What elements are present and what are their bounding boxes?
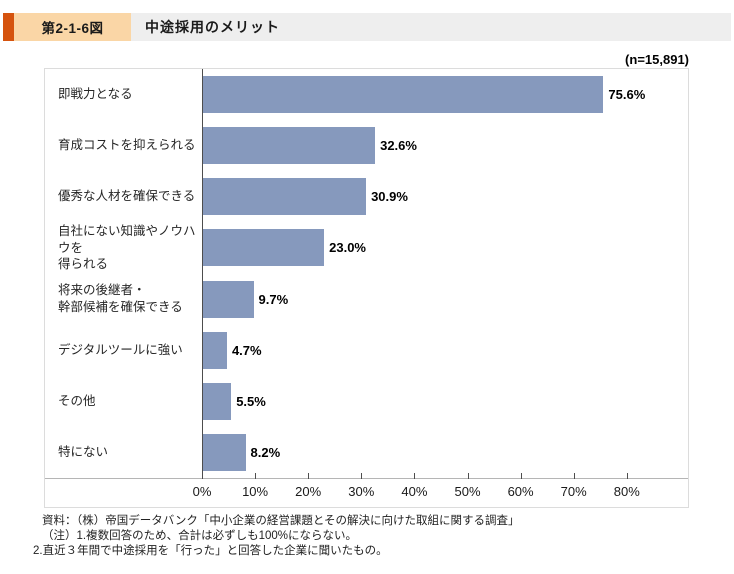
figure-title-strip: 中途採用のメリット (131, 13, 731, 41)
x-axis-tick-mark (467, 473, 469, 479)
category-label: その他 (58, 393, 96, 408)
x-axis-tick-mark (414, 473, 416, 479)
x-axis-tick-mark (573, 473, 575, 479)
category-axis-line (202, 69, 203, 478)
bar-zone: 9.7% (202, 274, 688, 325)
x-axis-tick-label: 20% (295, 484, 322, 499)
value-label: 8.2% (250, 444, 281, 460)
bar-row: その他 5.5% (45, 376, 688, 427)
bar-zone: 8.2% (202, 427, 688, 478)
bar-zone: 30.9% (202, 171, 688, 222)
header-accent-bar (3, 13, 14, 41)
bar (202, 433, 246, 471)
bar-zone: 32.6% (202, 120, 688, 171)
note-line-2: 2.直近３年間で中途採用を「行った」と回答した企業に聞いたもの。 (33, 545, 388, 557)
bar-row: 即戦力となる 75.6% (45, 69, 688, 120)
source-note: 資料：（株）帝国データバンク「中小企業の経営課題とその解決に向けた取組に関する調… (42, 515, 520, 527)
x-axis-tick-label: 70% (560, 484, 587, 499)
bar-row: 自社にない知識やノウハウを 得られる 23.0% (45, 222, 688, 273)
bar-row: 育成コストを抑えられる 32.6% (45, 120, 688, 171)
value-label: 30.9% (371, 189, 408, 205)
bar-row: デジタルツールに強い 4.7% (45, 325, 688, 376)
figure-title: 中途採用のメリット (145, 19, 280, 35)
category-label: 自社にない知識やノウハウを 得られる (58, 223, 196, 272)
x-axis-tick-mark (255, 473, 257, 479)
bar-rows: 即戦力となる 75.6% 育成コストを抑えられる 32.6% 優秀な人材を確保できる 30… (45, 69, 688, 478)
category-label: 優秀な人材を確保できる (58, 189, 196, 204)
category-label: 特にない (58, 445, 109, 459)
value-label: 5.5% (236, 393, 266, 409)
category-label: 育成コストを抑えられる (58, 138, 196, 153)
bar-chart: 即戦力となる 75.6% 育成コストを抑えられる 32.6% 優秀な人材を確保できる 30… (44, 68, 689, 508)
x-axis-tick-label: 50% (454, 484, 481, 499)
bar (202, 76, 604, 114)
x-axis-line (45, 478, 688, 479)
footnotes: 資料：（株）帝国データバンク「中小企業の経営課題とその解決に向けた取組に関する調… (33, 514, 519, 559)
value-label: 4.7% (231, 342, 262, 358)
bar (202, 229, 325, 267)
bar (202, 382, 232, 420)
x-axis-tick-mark (202, 473, 203, 479)
bar (202, 331, 227, 369)
bar (202, 178, 367, 216)
value-label: 32.6% (380, 138, 417, 154)
x-axis-tick-label: 0% (192, 484, 212, 499)
figure-number-badge: 第2-1-6図 (14, 13, 131, 41)
value-label: 75.6% (608, 87, 646, 103)
bar (202, 280, 254, 318)
x-axis-tick-mark (520, 473, 522, 479)
x-axis-tick-mark (626, 473, 628, 479)
x-axis-tick-label: 80% (613, 484, 640, 499)
x-axis-tick-mark (308, 473, 310, 479)
x-axis-tick-label: 40% (401, 484, 428, 499)
category-label: 即戦力となる (58, 87, 133, 102)
value-label: 9.7% (258, 291, 289, 307)
bar-row: 優秀な人材を確保できる 30.9% (45, 171, 688, 222)
x-axis-tick-label: 30% (348, 484, 375, 499)
bar-zone: 4.7% (202, 325, 688, 376)
note-line-1: （注）1.複数回答のため、合計は必ずしも100%にならない。 (42, 530, 358, 542)
x-axis-tick-label: 10% (242, 484, 269, 499)
bar-row: 将来の後継者・ 幹部候補を確保できる 9.7% (45, 274, 688, 325)
category-label: デジタルツールに強い (58, 342, 183, 357)
bar-row: 特にない 8.2% (45, 427, 688, 478)
bar-zone: 23.0% (202, 222, 688, 273)
sample-size-label: (n=15,891) (625, 52, 689, 67)
bar-zone: 5.5% (202, 376, 688, 427)
value-label: 23.0% (329, 240, 366, 256)
figure-header: 第2-1-6図 中途採用のメリット (3, 13, 731, 41)
bar-zone: 75.6% (202, 69, 688, 120)
bar (202, 127, 376, 165)
x-axis-tick-label: 60% (507, 484, 534, 499)
x-axis-tick-mark (361, 473, 363, 479)
category-label: 将来の後継者・ 幹部候補を確保できる (58, 283, 183, 315)
